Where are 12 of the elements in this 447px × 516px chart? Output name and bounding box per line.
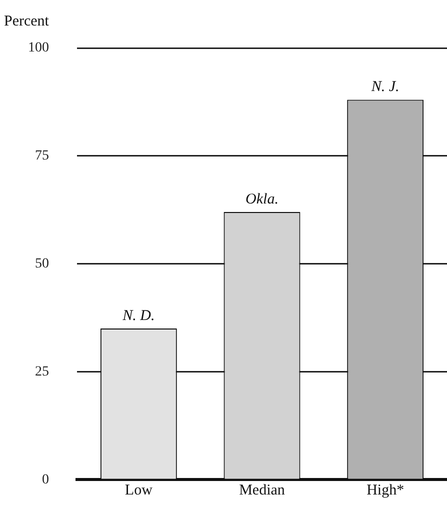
y-tick-label: 25 xyxy=(35,364,49,380)
annotation: N. D. xyxy=(122,308,155,324)
annotation: Okla. xyxy=(246,191,278,208)
y-axis-title: Percent xyxy=(4,13,50,30)
x-tick-label: High* xyxy=(366,482,404,499)
x-tick-label: Low xyxy=(124,482,153,499)
y-tick-label: 50 xyxy=(35,256,49,272)
y-tick-label: 100 xyxy=(28,40,49,56)
y-tick-label: 0 xyxy=(42,472,49,488)
annotation: N. J. xyxy=(370,79,400,96)
x-tick-label: Median xyxy=(239,482,286,499)
y-tick-label: 75 xyxy=(35,148,49,164)
